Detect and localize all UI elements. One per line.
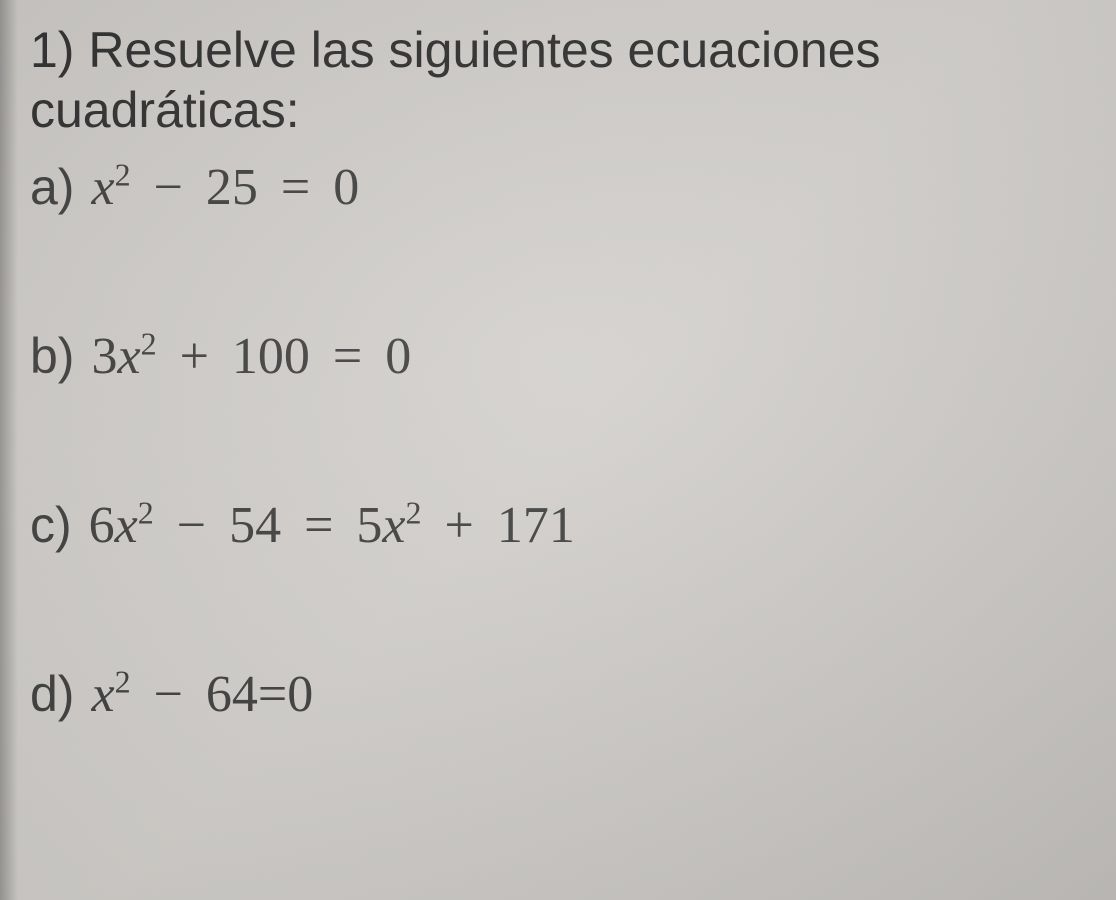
equals-operator: = [304,497,333,554]
zero: 0 [333,159,359,216]
instruction-text: 1) Resuelve las siguientes ecuaciones cu… [30,20,1076,140]
minus-operator: − [177,497,206,554]
exponent: 2 [406,495,422,531]
problem-label: a) [30,159,74,215]
variable-x: x [382,497,405,554]
constant-100: 100 [232,328,310,385]
minus-operator: − [154,159,183,216]
problem-a: a) x2 − 25 = 0 [30,158,1076,217]
plus-operator: + [445,497,474,554]
coefficient-6: 6 [89,497,115,554]
minus-operator: − [154,666,183,723]
problem-b: b) 3x2 + 100 = 0 [30,327,1076,386]
instruction-line1: Resuelve las siguientes ecuaciones [88,22,880,78]
equals-tight: = [258,666,287,723]
constant-25: 25 [206,159,258,216]
variable-x: x [115,497,138,554]
coefficient-5: 5 [356,497,382,554]
variable-x: x [91,666,114,723]
zero: 0 [385,328,411,385]
problem-d: d) x2 − 64=0 [30,665,1076,724]
exponent: 2 [115,664,131,700]
problem-c: c) 6x2 − 54 = 5x2 + 171 [30,496,1076,555]
coefficient-3: 3 [91,328,117,385]
plus-operator: + [180,328,209,385]
variable-x: x [117,328,140,385]
exponent: 2 [115,157,131,193]
worksheet-page: 1) Resuelve las siguientes ecuaciones cu… [0,0,1116,900]
exponent: 2 [138,495,154,531]
equals-operator: = [333,328,362,385]
problem-label: d) [30,666,74,722]
question-number: 1) [30,22,74,78]
problem-label: b) [30,328,74,384]
problem-label: c) [30,497,72,553]
constant-171: 171 [497,497,575,554]
constant-64: 64 [206,666,258,723]
zero: 0 [287,666,313,723]
equals-operator: = [281,159,310,216]
variable-x: x [91,159,114,216]
instruction-line2: cuadráticas: [30,82,300,138]
exponent: 2 [141,326,157,362]
constant-54: 54 [229,497,281,554]
